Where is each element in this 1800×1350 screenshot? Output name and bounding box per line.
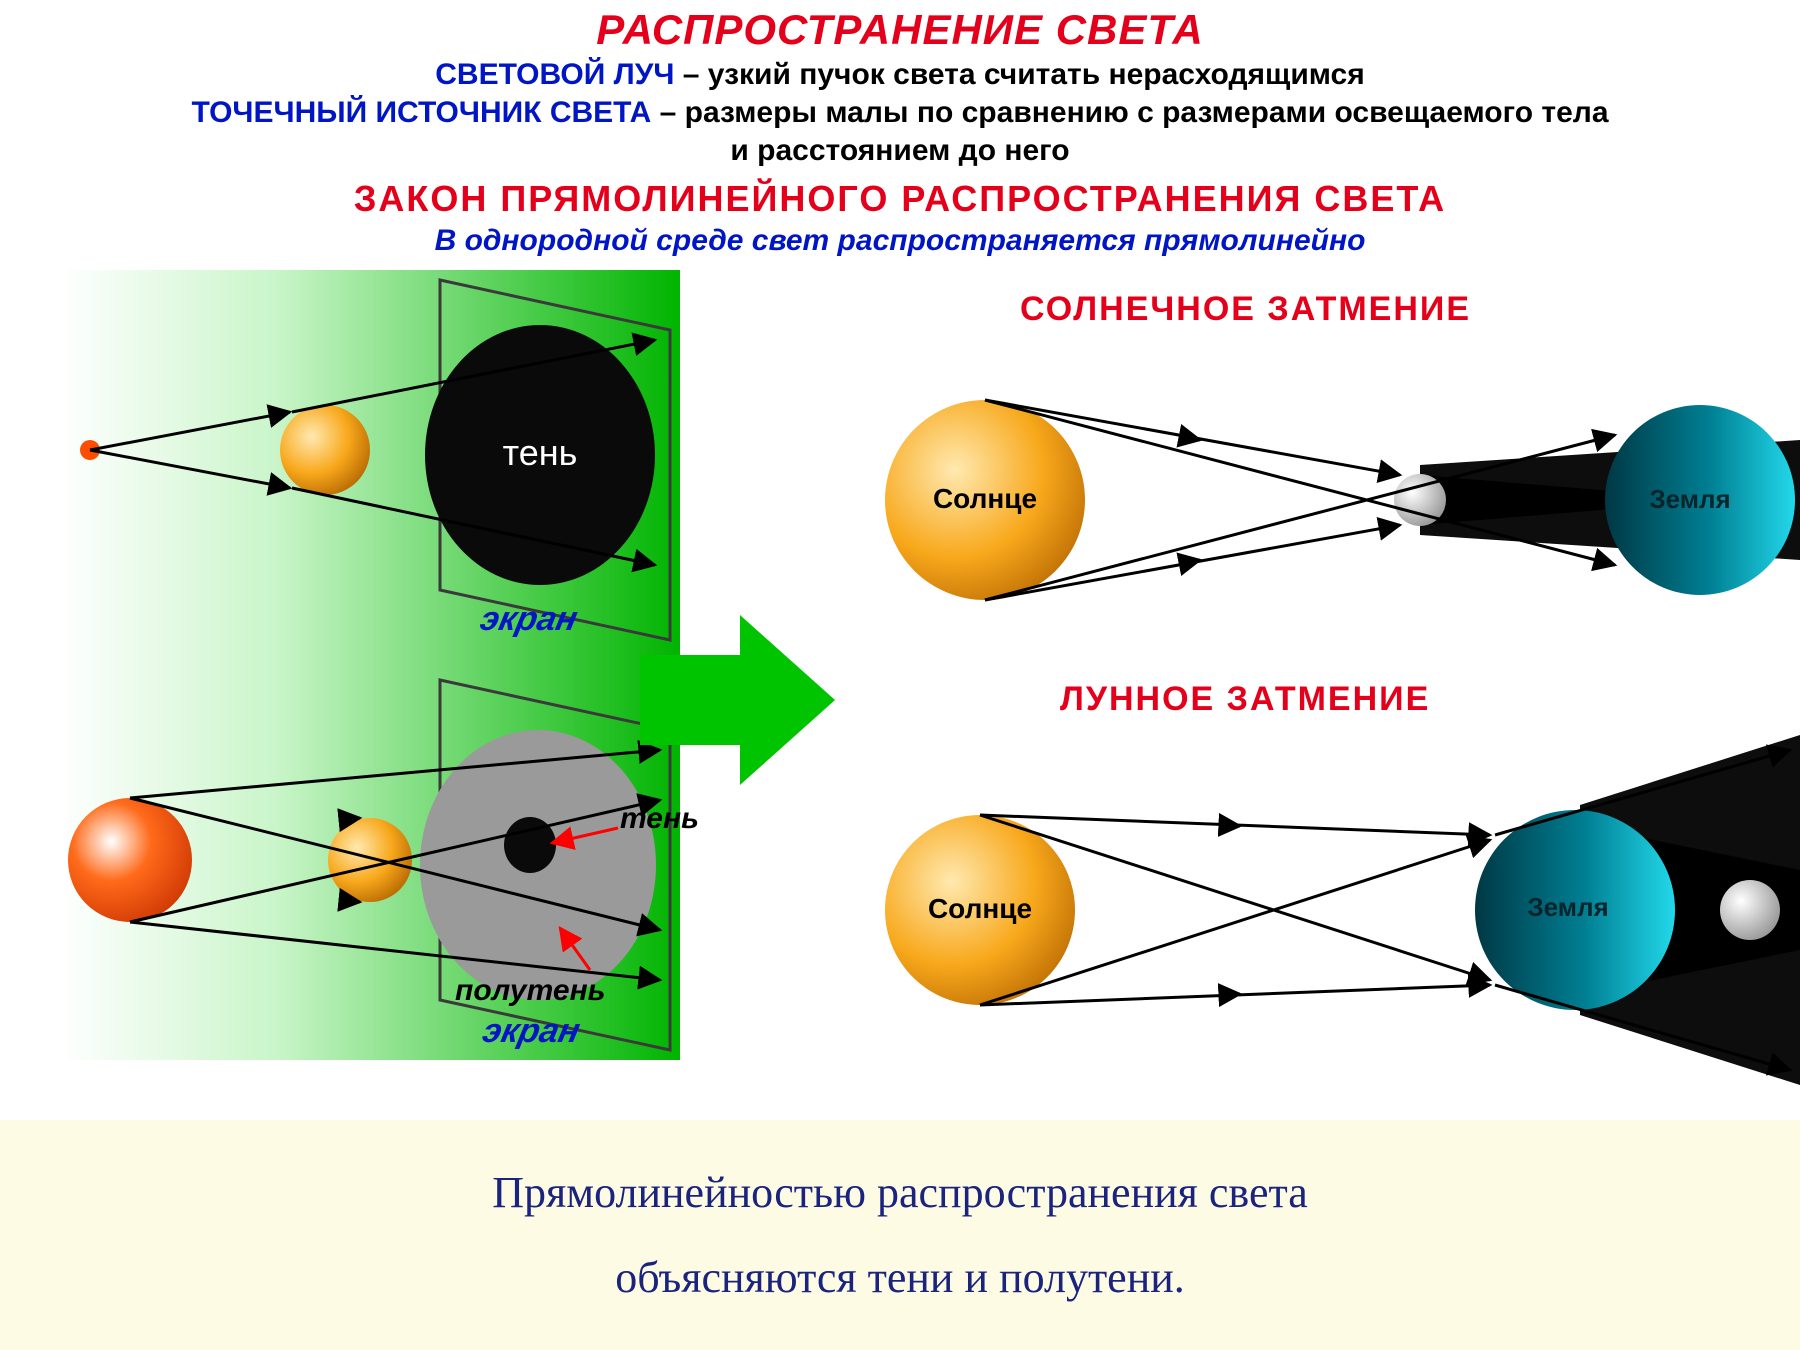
penumbra-label: полутень [455, 974, 606, 1007]
law-title: ЗАКОН ПРЯМОЛИНЕЙНОГО РАСПРОСТРАНЕНИЯ СВЕ… [0, 178, 1800, 220]
solar-eclipse-title: СОЛНЕЧНОЕ ЗАТМЕНИЕ [1020, 290, 1471, 329]
solar-eclipse-diagram: Земля Солнце [880, 340, 1800, 660]
umbra-label-top: тень [503, 432, 578, 473]
earth-label-lunar: Земля [1527, 892, 1608, 922]
main-title: РАСПРОСТРАНЕНИЕ СВЕТА [0, 6, 1800, 54]
def1-text: – узкий пучок света считать нерасходящим… [674, 58, 1364, 91]
law-text: В однородной среде свет распространяется… [0, 224, 1800, 258]
definition-2b: и расстоянием до него [0, 134, 1800, 168]
caption-block: Прямолинейностью распространения света о… [0, 1120, 1800, 1350]
def2-text-a: – размеры малы по сравнению с размерами … [651, 96, 1608, 129]
def2-term: ТОЧЕЧНЫЙ ИСТОЧНИК СВЕТА [191, 96, 651, 129]
screen-label-top: экран [477, 600, 581, 638]
big-arrow-icon [640, 600, 840, 800]
def1-term: СВЕТОВОЙ ЛУЧ [435, 58, 674, 91]
screen-label-bottom: экран [479, 1012, 583, 1050]
earth-label-solar: Земля [1649, 484, 1730, 514]
diagrams-area: тень экран [0, 260, 1800, 1120]
sun-label-solar: Солнце [933, 483, 1037, 514]
lunar-eclipse-diagram: Земля Солнце [880, 730, 1800, 1090]
caption-line-2: объясняются тени и полутени. [615, 1252, 1185, 1303]
header-block: РАСПРОСТРАНЕНИЕ СВЕТА СВЕТОВОЙ ЛУЧ – узк… [0, 0, 1800, 258]
umbra-label-bottom: тень [620, 802, 699, 835]
definition-2a: ТОЧЕЧНЫЙ ИСТОЧНИК СВЕТА – размеры малы п… [0, 96, 1800, 130]
definition-1: СВЕТОВОЙ ЛУЧ – узкий пучок света считать… [0, 58, 1800, 92]
caption-line-1: Прямолинейностью распространения света [492, 1167, 1308, 1218]
page-root: РАСПРОСТРАНЕНИЕ СВЕТА СВЕТОВОЙ ЛУЧ – узк… [0, 0, 1800, 1350]
sun-label-lunar: Солнце [928, 893, 1032, 924]
lunar-eclipse-title: ЛУННОЕ ЗАТМЕНИЕ [1060, 680, 1430, 719]
